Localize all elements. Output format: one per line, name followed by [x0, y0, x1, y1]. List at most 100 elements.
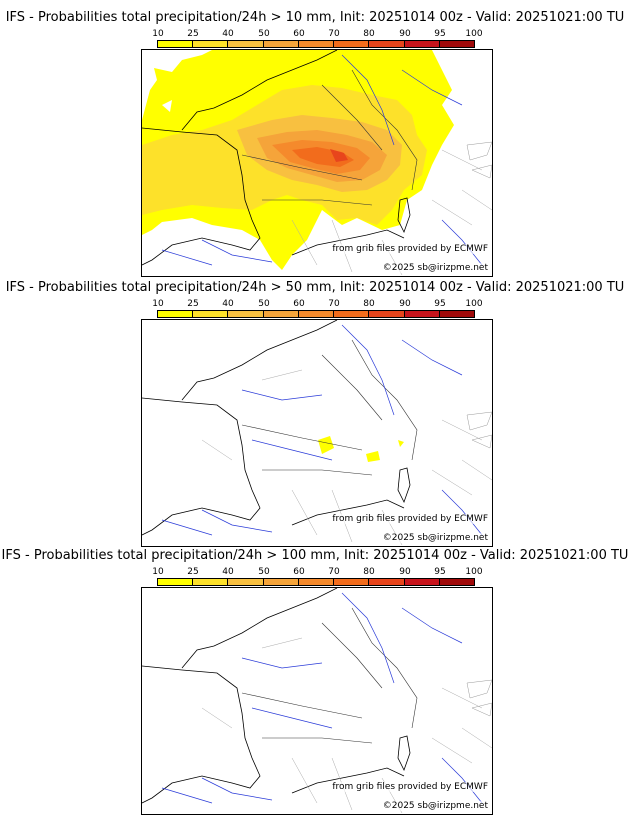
coastline-north	[181, 50, 338, 131]
corsica	[397, 467, 411, 504]
coastline-north	[181, 588, 338, 669]
map-frame: from grib files provided by ECMWF ©2025 …	[141, 587, 493, 815]
legend-tick: 70	[328, 29, 340, 39]
legend-tick: 25	[187, 29, 199, 39]
legend-tick: 95	[434, 299, 446, 309]
legend-tick: 25	[187, 299, 199, 309]
legend-tick: 40	[222, 29, 234, 39]
legend-ticks: 10 25 40 50 60 70 80 90 95 100	[152, 299, 482, 309]
panel-title: IFS - Probabilities total precipitation/…	[5, 280, 625, 295]
legend-colorbar	[157, 578, 475, 586]
legend-swatch	[263, 41, 299, 47]
legend-tick: 95	[434, 567, 446, 577]
legend-tick: 40	[222, 299, 234, 309]
legend-swatch	[334, 41, 370, 47]
legend-tick: 50	[258, 299, 270, 309]
probability-legend: 10 25 40 50 60 70 80 90 95 100	[152, 299, 483, 320]
legend-swatch	[439, 311, 474, 317]
probability-area-80	[330, 149, 348, 162]
map-credit: from grib files provided by ECMWF	[332, 244, 488, 254]
legend-tick: 50	[258, 29, 270, 39]
legend-colorbar	[157, 40, 475, 48]
legend-tick: 95	[434, 29, 446, 39]
legend-swatch	[263, 311, 299, 317]
panel-title: IFS - Probabilities total precipitation/…	[1, 548, 629, 563]
border-lines	[241, 607, 418, 744]
legend-ticks: 10 25 40 50 60 70 80 90 95 100	[152, 567, 482, 577]
legend-swatch	[193, 579, 229, 585]
border-lines	[241, 339, 418, 476]
legend-swatch	[158, 311, 194, 317]
legend-swatch	[404, 311, 440, 317]
map-copyright: ©2025 sb@irizpme.net	[382, 263, 488, 273]
probability-area-10	[366, 451, 380, 462]
rivers	[161, 592, 483, 804]
legend-colorbar	[157, 310, 475, 318]
legend-swatch	[193, 311, 229, 317]
legend-tick: 100	[465, 29, 483, 39]
map-copyright: ©2025 sb@irizpme.net	[382, 801, 488, 811]
legend-tick: 80	[363, 567, 375, 577]
legend-swatch	[404, 41, 440, 47]
panel-10mm: IFS - Probabilities total precipitation/…	[0, 0, 630, 277]
coastline	[142, 127, 261, 266]
legend-swatch	[404, 579, 440, 585]
legend-tick: 10	[152, 567, 164, 577]
legend-tick: 80	[363, 299, 375, 309]
probability-area-10	[318, 436, 334, 454]
panel-100mm: IFS - Probabilities total precipitation/…	[0, 538, 630, 815]
legend-tick: 80	[363, 29, 375, 39]
probability-area-10	[398, 440, 404, 447]
legend-swatch	[334, 579, 370, 585]
precipitation-map	[142, 588, 492, 814]
legend-swatch	[228, 41, 264, 47]
map-frame: from grib files provided by ECMWF ©2025 …	[141, 319, 493, 547]
legend-tick: 60	[293, 29, 305, 39]
coastline	[142, 665, 261, 804]
map-credit: from grib files provided by ECMWF	[332, 514, 488, 524]
legend-swatch	[369, 579, 405, 585]
legend-swatch	[298, 41, 335, 47]
panel-50mm: IFS - Probabilities total precipitation/…	[0, 270, 630, 547]
alps-contours	[466, 141, 492, 179]
legend-swatch	[158, 41, 194, 47]
legend-tick: 100	[465, 299, 483, 309]
legend-tick: 60	[293, 299, 305, 309]
legend-tick: 40	[222, 567, 234, 577]
legend-ticks: 10 25 40 50 60 70 80 90 95 100	[152, 29, 482, 39]
legend-tick: 70	[328, 299, 340, 309]
panel-title: IFS - Probabilities total precipitation/…	[5, 10, 625, 25]
legend-swatch	[298, 579, 335, 585]
rivers	[161, 54, 483, 266]
coastline-med	[291, 767, 405, 794]
legend-swatch	[263, 579, 299, 585]
legend-swatch	[369, 41, 405, 47]
legend-tick: 100	[465, 567, 483, 577]
map-frame: from grib files provided by ECMWF ©2025 …	[141, 49, 493, 277]
precipitation-map	[142, 320, 492, 546]
legend-swatch	[158, 579, 194, 585]
sea-gap	[162, 100, 172, 112]
legend-swatch	[228, 579, 264, 585]
border-lines	[241, 69, 418, 206]
coastline-med	[291, 229, 405, 256]
legend-swatch	[369, 311, 405, 317]
legend-tick: 90	[399, 567, 411, 577]
legend-tick: 70	[328, 567, 340, 577]
legend-swatch	[334, 311, 370, 317]
rivers	[161, 324, 483, 536]
probability-legend: 10 25 40 50 60 70 80 90 95 100	[152, 567, 483, 588]
map-copyright: ©2025 sb@irizpme.net	[382, 533, 488, 543]
coastline-north	[181, 320, 338, 401]
legend-tick: 50	[258, 567, 270, 577]
alps-contours	[466, 679, 492, 717]
legend-tick: 25	[187, 567, 199, 577]
corsica	[397, 735, 411, 772]
map-credit: from grib files provided by ECMWF	[332, 782, 488, 792]
legend-tick: 10	[152, 299, 164, 309]
precipitation-map	[142, 50, 492, 276]
legend-swatch	[298, 311, 335, 317]
probability-legend: 10 25 40 50 60 70 80 90 95 100	[152, 29, 483, 50]
coastline	[142, 397, 261, 536]
legend-swatch	[228, 311, 264, 317]
